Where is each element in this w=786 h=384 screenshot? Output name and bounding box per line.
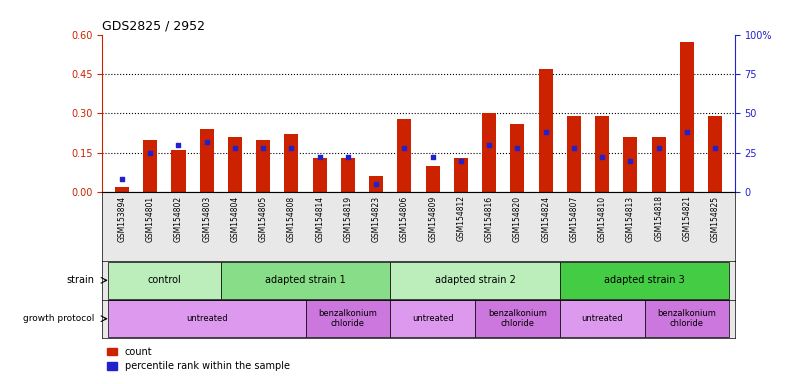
Point [370,181,383,187]
FancyBboxPatch shape [306,300,391,337]
Text: GSM154823: GSM154823 [372,195,380,242]
FancyBboxPatch shape [391,262,560,299]
Text: GSM154821: GSM154821 [682,195,692,242]
Text: GSM154808: GSM154808 [287,195,296,242]
FancyBboxPatch shape [221,262,391,299]
Point [539,129,552,135]
Point [399,145,411,151]
Bar [200,129,214,192]
Text: benzalkonium
chloride: benzalkonium chloride [318,309,377,328]
Bar [482,113,496,192]
Point [116,176,128,182]
Text: adapted strain 3: adapted strain 3 [604,275,685,285]
Text: GSM154801: GSM154801 [145,195,155,242]
Bar [680,42,694,192]
Bar [425,166,439,192]
Text: growth protocol: growth protocol [23,314,94,323]
Point [314,154,326,161]
Point [567,145,580,151]
Bar [341,158,355,192]
Bar [256,139,270,192]
Point [144,149,156,156]
Text: GSM154807: GSM154807 [569,195,578,242]
Legend: count, percentile rank within the sample: count, percentile rank within the sample [107,347,289,371]
Text: GSM154813: GSM154813 [626,195,635,242]
Text: GSM153894: GSM153894 [117,195,127,242]
Text: benzalkonium
chloride: benzalkonium chloride [488,309,547,328]
Bar [538,69,553,192]
Text: GSM154802: GSM154802 [174,195,183,242]
FancyBboxPatch shape [391,300,475,337]
Text: GSM154806: GSM154806 [400,195,409,242]
Text: GSM154804: GSM154804 [230,195,240,242]
Point [285,145,298,151]
Bar [171,150,185,192]
Point [681,129,693,135]
Point [624,157,637,164]
Bar [708,116,722,192]
Bar [454,158,468,192]
Text: benzalkonium
chloride: benzalkonium chloride [657,309,716,328]
Bar [285,134,299,192]
Point [511,145,523,151]
Point [652,145,665,151]
Text: GSM154803: GSM154803 [202,195,211,242]
FancyBboxPatch shape [108,262,221,299]
Point [709,145,722,151]
Text: untreated: untreated [185,314,227,323]
Bar [369,176,384,192]
Point [483,142,495,148]
FancyBboxPatch shape [475,300,560,337]
Point [454,157,467,164]
Text: control: control [148,275,182,285]
Text: GSM154824: GSM154824 [541,195,550,242]
Bar [313,158,327,192]
Bar [115,187,129,192]
Bar [595,116,609,192]
Point [200,139,213,145]
FancyBboxPatch shape [560,300,645,337]
Text: GSM154819: GSM154819 [343,195,352,242]
Text: GSM154820: GSM154820 [513,195,522,242]
Point [257,145,270,151]
FancyBboxPatch shape [645,300,729,337]
Bar [143,139,157,192]
FancyBboxPatch shape [560,262,729,299]
Text: GSM154805: GSM154805 [259,195,268,242]
Text: GSM154809: GSM154809 [428,195,437,242]
Point [172,142,185,148]
Point [426,154,439,161]
Text: GSM154818: GSM154818 [654,195,663,242]
Text: untreated: untreated [412,314,454,323]
Bar [567,116,581,192]
Bar [228,137,242,192]
Text: adapted strain 1: adapted strain 1 [265,275,346,285]
Text: GSM154810: GSM154810 [597,195,607,242]
Point [342,154,354,161]
Bar [510,124,524,192]
Text: GSM154816: GSM154816 [485,195,494,242]
Text: GSM154812: GSM154812 [457,195,465,242]
Bar [623,137,637,192]
FancyBboxPatch shape [108,300,306,337]
Text: GSM154825: GSM154825 [711,195,720,242]
Point [229,145,241,151]
Bar [652,137,666,192]
Bar [398,119,412,192]
Text: untreated: untreated [582,314,623,323]
Text: strain: strain [66,275,94,285]
Text: adapted strain 2: adapted strain 2 [435,275,516,285]
Point [596,154,608,161]
Text: GDS2825 / 2952: GDS2825 / 2952 [102,19,205,32]
Text: GSM154814: GSM154814 [315,195,324,242]
